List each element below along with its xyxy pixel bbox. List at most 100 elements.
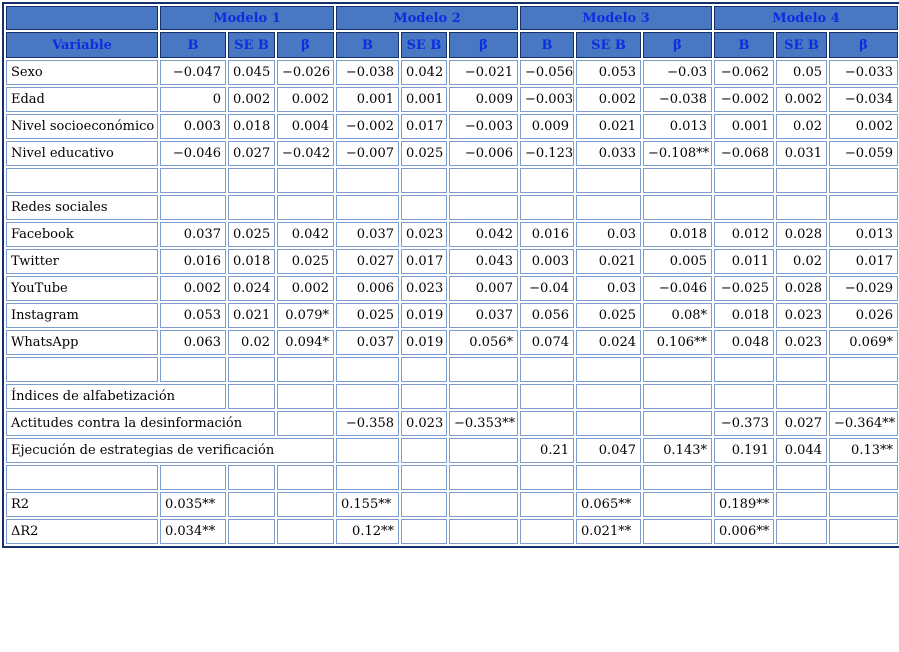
value-cell xyxy=(576,411,641,436)
value-cell: 0.021 xyxy=(576,114,641,139)
row-label xyxy=(6,357,158,382)
table-row: Índices de alfabetización xyxy=(6,384,898,409)
row-label: Actitudes contra la desinformación xyxy=(6,411,275,436)
value-cell xyxy=(576,465,641,490)
value-cell: 0.063 xyxy=(160,330,226,355)
value-cell xyxy=(714,465,774,490)
value-cell: 0.018 xyxy=(714,303,774,328)
value-cell: −0.029 xyxy=(829,276,898,301)
value-cell: 0.027 xyxy=(336,249,399,274)
row-label: Ejecución de estrategias de verificación xyxy=(6,438,334,463)
value-cell xyxy=(643,195,712,220)
value-cell xyxy=(228,384,275,409)
column-header-seb-m2: SE B xyxy=(401,32,447,58)
value-cell: 0.02 xyxy=(776,249,827,274)
value-cell: 0.155** xyxy=(336,492,399,517)
value-cell: −0.026 xyxy=(277,60,334,85)
value-cell: 0.003 xyxy=(520,249,574,274)
value-cell xyxy=(228,492,275,517)
value-cell: 0.025 xyxy=(401,141,447,166)
value-cell: 0.042 xyxy=(449,222,518,247)
value-cell: 0.002 xyxy=(576,87,641,112)
table-row: R2 0.035** 0.155** 0.065** 0.189** xyxy=(6,492,898,517)
value-cell xyxy=(520,519,574,544)
column-header-beta-m3: β xyxy=(643,32,712,58)
value-cell xyxy=(829,519,898,544)
column-header-b-m2: B xyxy=(336,32,399,58)
value-cell: 0.019 xyxy=(401,330,447,355)
value-cell xyxy=(228,519,275,544)
value-cell xyxy=(277,492,334,517)
value-cell: 0.044 xyxy=(776,438,827,463)
value-cell xyxy=(714,195,774,220)
value-cell: 0.025 xyxy=(576,303,641,328)
column-header-b-m3: B xyxy=(520,32,574,58)
value-cell: 0.017 xyxy=(829,249,898,274)
column-header-seb-m1: SE B xyxy=(228,32,275,58)
value-cell: −0.006 xyxy=(449,141,518,166)
value-cell xyxy=(160,168,226,193)
value-cell xyxy=(228,195,275,220)
value-cell xyxy=(520,465,574,490)
model-header-2: Modelo 2 xyxy=(336,6,518,30)
column-header-seb-m4: SE B xyxy=(776,32,827,58)
value-cell xyxy=(520,492,574,517)
value-cell: 0.002 xyxy=(829,114,898,139)
value-cell xyxy=(829,357,898,382)
model-header-1: Modelo 1 xyxy=(160,6,334,30)
value-cell xyxy=(643,168,712,193)
row-label: Nivel socioeconómico xyxy=(6,114,158,139)
value-cell: 0.079* xyxy=(277,303,334,328)
value-cell: 0.069* xyxy=(829,330,898,355)
value-cell: 0.023 xyxy=(776,330,827,355)
value-cell: 0 xyxy=(160,87,226,112)
value-cell: 0.033 xyxy=(576,141,641,166)
value-cell: 0.013 xyxy=(643,114,712,139)
value-cell: 0.037 xyxy=(336,222,399,247)
value-cell: 0.045 xyxy=(228,60,275,85)
table-row: Twitter 0.016 0.018 0.025 0.027 0.017 0.043 0.0… xyxy=(6,249,898,274)
value-cell: 0.106** xyxy=(643,330,712,355)
row-label: Índices de alfabetización xyxy=(6,384,226,409)
value-cell: −0.353** xyxy=(449,411,518,436)
variable-header-cell: Variable xyxy=(6,32,158,58)
table-row: WhatsApp 0.063 0.02 0.094* 0.037 0.019 0.056* 0… xyxy=(6,330,898,355)
value-cell: −0.04 xyxy=(520,276,574,301)
column-header-b-m1: B xyxy=(160,32,226,58)
value-cell xyxy=(776,384,827,409)
value-cell: −0.046 xyxy=(643,276,712,301)
value-cell xyxy=(449,168,518,193)
value-cell: 0.13** xyxy=(829,438,898,463)
value-cell: 0.013 xyxy=(829,222,898,247)
value-cell xyxy=(160,465,226,490)
value-cell: 0.028 xyxy=(776,276,827,301)
value-cell: 0.065** xyxy=(576,492,641,517)
column-header-beta-m1: β xyxy=(277,32,334,58)
value-cell: 0.018 xyxy=(643,222,712,247)
value-cell xyxy=(714,357,774,382)
value-cell: −0.034 xyxy=(829,87,898,112)
value-cell: 0.018 xyxy=(228,114,275,139)
value-cell: 0.023 xyxy=(776,303,827,328)
value-cell: −0.038 xyxy=(336,60,399,85)
value-cell xyxy=(520,384,574,409)
value-cell xyxy=(401,465,447,490)
value-cell: 0.023 xyxy=(401,222,447,247)
value-cell: 0.042 xyxy=(401,60,447,85)
value-cell xyxy=(228,465,275,490)
value-cell xyxy=(401,195,447,220)
table-row xyxy=(6,168,898,193)
value-cell: 0.021 xyxy=(576,249,641,274)
value-cell: 0.043 xyxy=(449,249,518,274)
value-cell xyxy=(401,384,447,409)
value-cell xyxy=(228,357,275,382)
value-cell: −0.003 xyxy=(449,114,518,139)
value-cell xyxy=(520,411,574,436)
value-cell xyxy=(336,384,399,409)
value-cell xyxy=(401,438,447,463)
table-row: Redes sociales xyxy=(6,195,898,220)
value-cell: 0.024 xyxy=(576,330,641,355)
value-cell xyxy=(643,519,712,544)
value-cell xyxy=(520,168,574,193)
value-cell xyxy=(449,195,518,220)
